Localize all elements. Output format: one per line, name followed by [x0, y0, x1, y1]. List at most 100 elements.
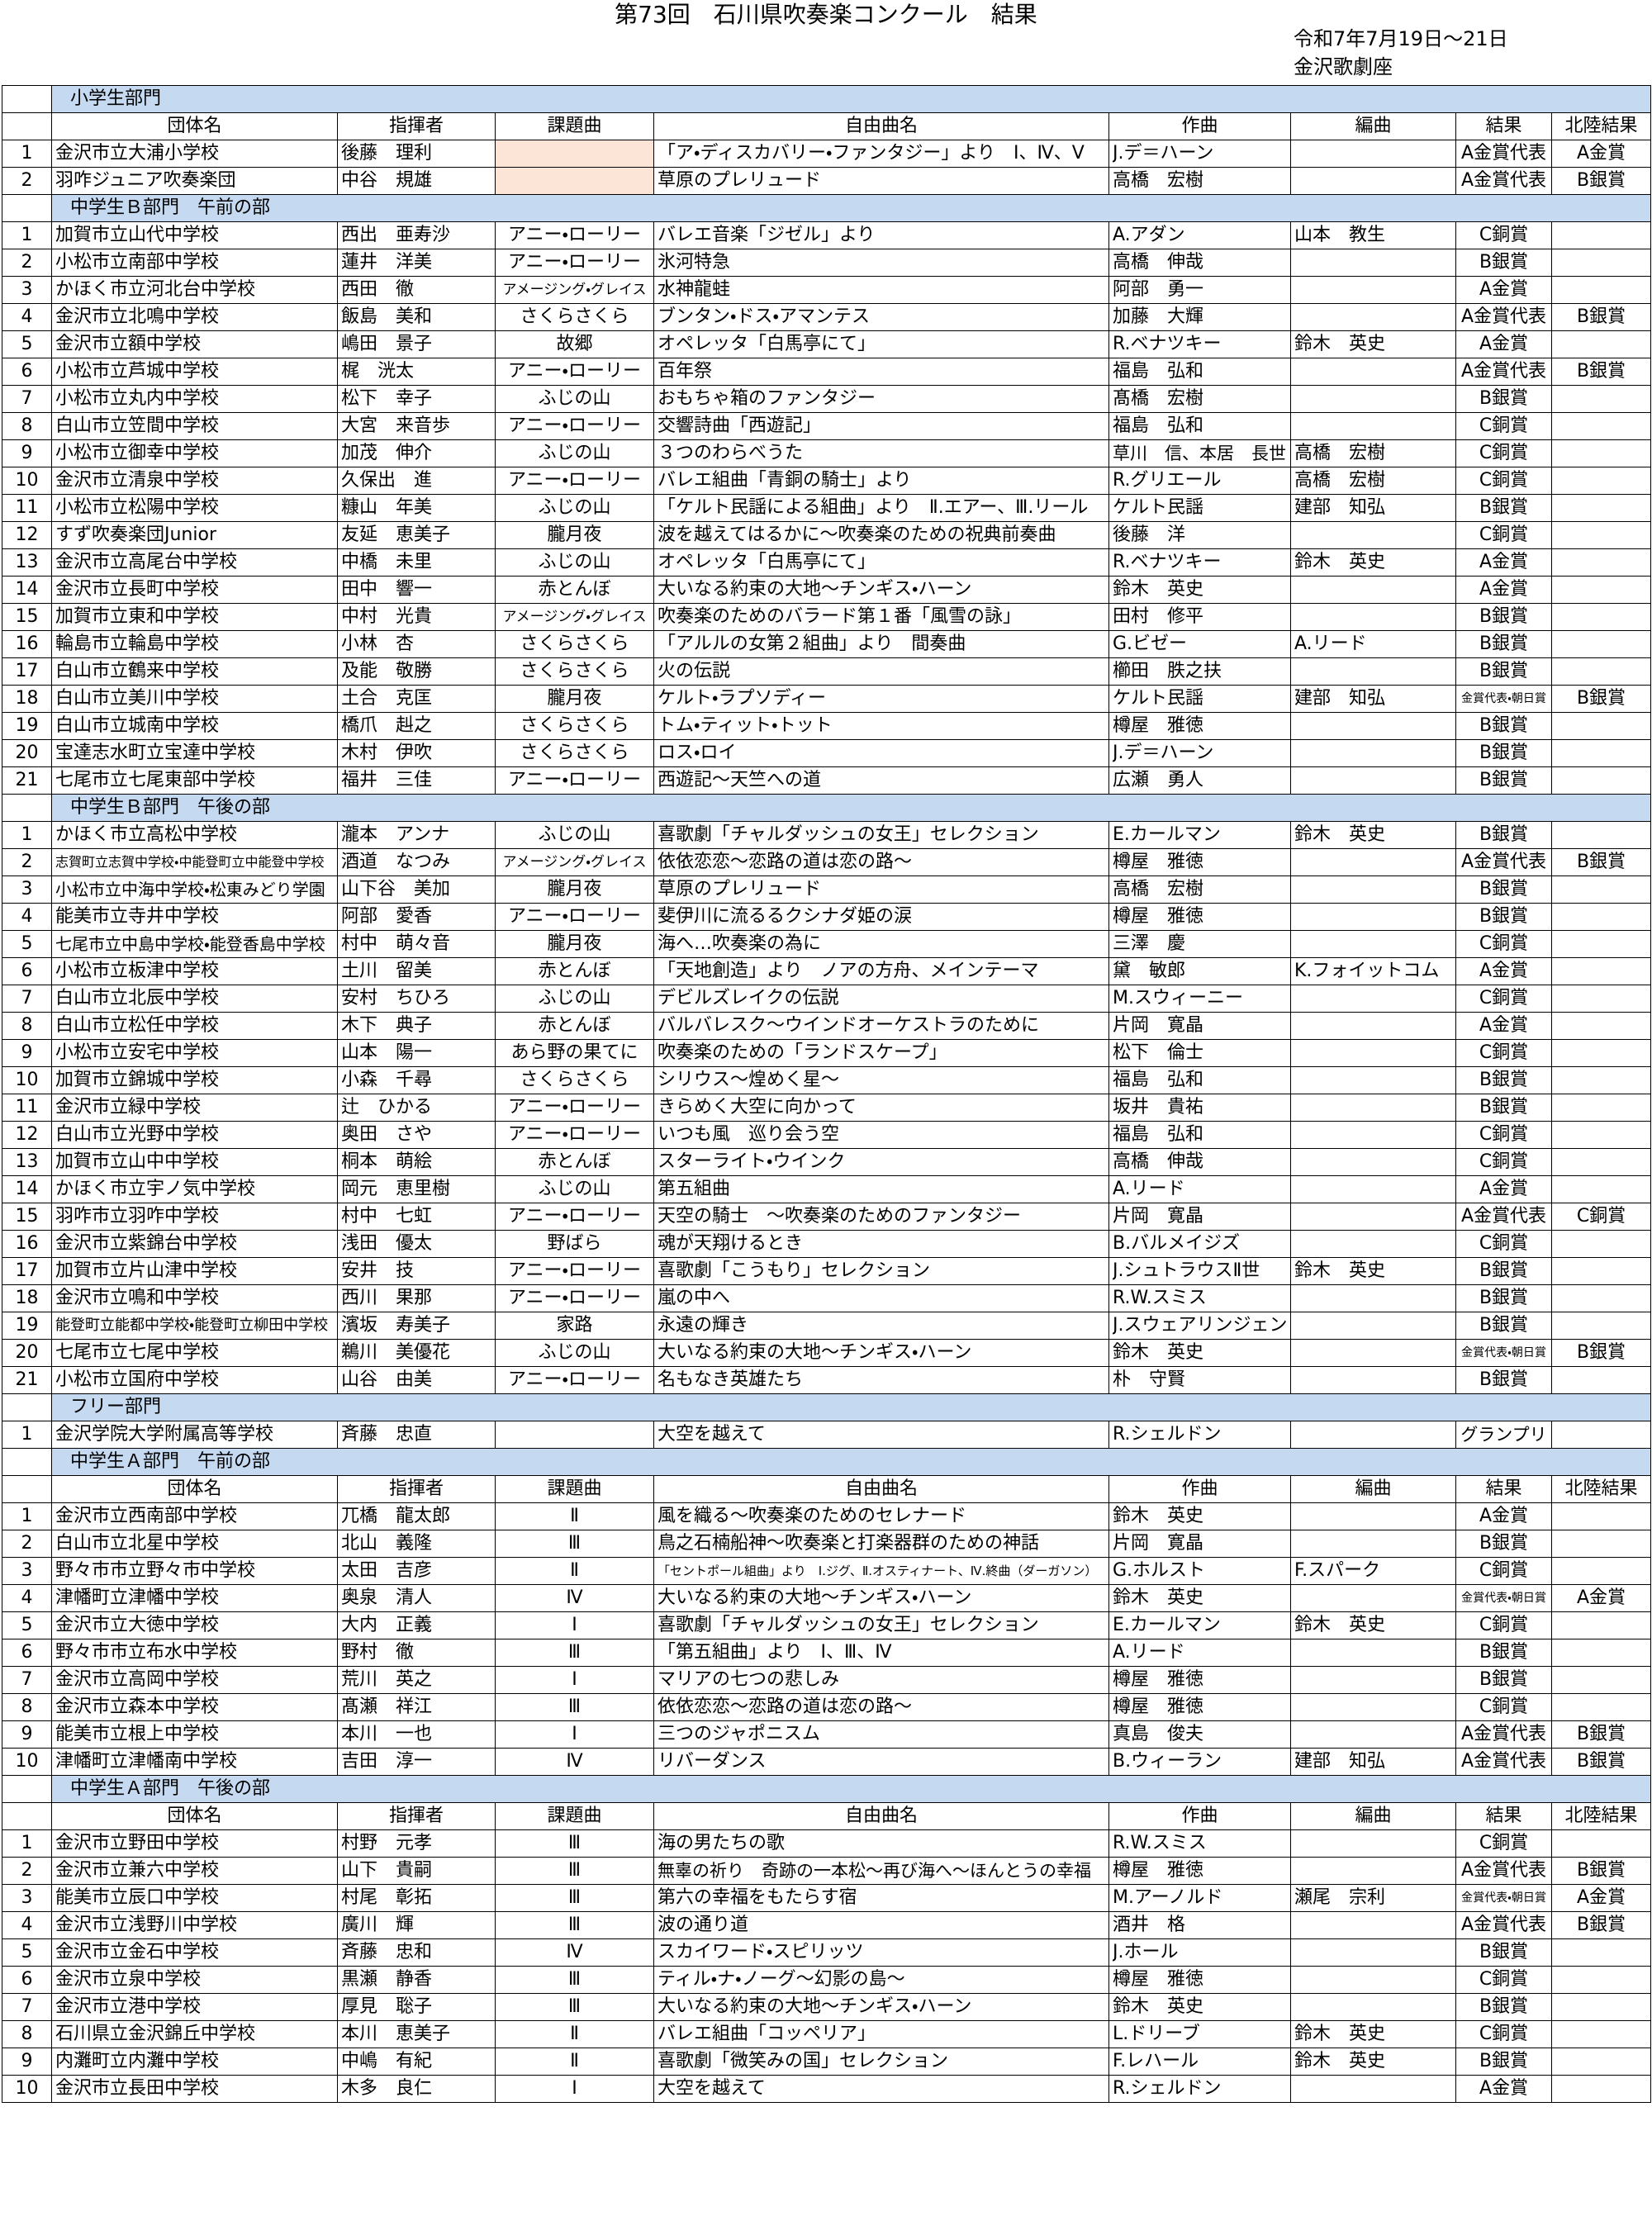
result: A金賞 [1455, 2075, 1552, 2103]
composer: R.グリエール [1108, 467, 1291, 495]
set-piece-text: 野ばら [547, 1233, 602, 1254]
row-number: 7 [2, 1666, 52, 1694]
arranger [1290, 1857, 1456, 1885]
data-row: 7 白山市立北辰中学校 安村 ちひろ ふじの山 デビルズレイクの伝説 M.スウィーニー C銅… [2, 985, 1652, 1013]
free-piece: 「ア・ディスカバリー・ファンタジー」より Ⅰ、Ⅳ、Ⅴ [653, 140, 1109, 168]
results-table: 小学生部門 団体名 指揮者 課題曲 自由曲名 作曲 編曲 結果 北陸結果 1 金沢市立大浦小学校 後藤… [2, 85, 1652, 2103]
composer-text: L.ドリーブ [1113, 2024, 1200, 2044]
column-header: 作曲 [1108, 1475, 1291, 1503]
set-piece-text: さくらさくら [520, 1070, 629, 1090]
group-name-text: 能美市立辰口中学校 [55, 1887, 220, 1908]
result: A金賞代表 [1455, 1203, 1552, 1231]
conductor: 大内 正義 [337, 1611, 496, 1639]
column-header: 課題曲 [495, 112, 654, 140]
conductor: 荒川 英之 [337, 1666, 496, 1694]
composer-text: 坂井 貴祐 [1113, 1097, 1204, 1117]
arranger-text: 鈴木 英史 [1294, 552, 1386, 572]
composer-text: 鈴木 英史 [1113, 1342, 1204, 1363]
conductor: 本川 一也 [337, 1720, 496, 1749]
group-name-text: 白山市立美川中学校 [55, 688, 220, 709]
set-piece: 赤とんぼ [495, 1012, 654, 1040]
row-number-text: 10 [15, 1070, 39, 1090]
group-name: 白山市立美川中学校 [51, 685, 338, 713]
group-name-text: すず吹奏楽団Junior [55, 524, 216, 545]
conductor: 大宮 来音歩 [337, 412, 496, 440]
arranger [1290, 712, 1456, 740]
column-header: 指揮者 [337, 1475, 496, 1503]
hokuriku-result [1550, 1094, 1652, 1122]
set-piece-text: Ⅲ [567, 1533, 582, 1554]
data-row: 5 金沢市立金石中学校 斉藤 忠和 Ⅳ スカイワード・スピリッツ J.ホール B銀賞 [2, 1938, 1652, 1967]
row-number: 3 [2, 276, 52, 304]
free-piece: バレエ音楽「ジゼル」より [653, 221, 1109, 249]
row-number: 10 [2, 1748, 52, 1776]
data-row: 2 志賀町立志賀中学校・中能登町立中能登中学校 酒道 なつみ アメージング・グレイス依… [2, 848, 1652, 876]
group-name-text: 白山市立松任中学校 [55, 1015, 220, 1036]
data-row: 16 金沢市立紫錦台中学校 浅田 優太 野ばら 魂が天翔けるとき B.バルメイジズ C銅賞 [2, 1230, 1652, 1258]
result: A金賞代表 [1455, 1748, 1552, 1776]
conductor-text: 中谷 規雄 [341, 170, 433, 191]
row-number-text: 8 [21, 1696, 33, 1717]
result-text: A金賞代表 [1460, 143, 1547, 164]
set-piece: アニー・ローリー [495, 1094, 654, 1122]
group-name: 能美市立辰口中学校 [51, 1884, 338, 1912]
column-header-text: 指揮者 [388, 1806, 444, 1826]
data-row: 2 金沢市立兼六中学校 山下 貴嗣 Ⅲ 無辜の祈り 奇跡の一本松～再び海へ～ほんとうの幸… [2, 1857, 1652, 1885]
data-row: 8 石川県立金沢錦丘中学校 本川 恵美子 Ⅱ バレエ組曲「コッペリア」 L.ドリーブ 鈴木 … [2, 2020, 1652, 2048]
composer-text: 福島 弘和 [1113, 415, 1204, 436]
conductor-text: 本川 一也 [341, 1724, 433, 1744]
column-header: 自由曲名 [653, 1802, 1109, 1830]
free-piece-text: 魂が天翔けるとき [657, 1233, 804, 1254]
free-piece: 依依恋恋～恋路の道は恋の路～ [653, 1693, 1109, 1721]
free-piece: リバーダンス [653, 1748, 1109, 1776]
blank-cell [2, 1393, 52, 1421]
group-name-text: 小松市立板津中学校 [55, 961, 220, 981]
arranger [1290, 903, 1456, 931]
result: C銅賞 [1455, 412, 1552, 440]
conductor-text: 及能 敬勝 [341, 661, 433, 681]
section-name-text: 中学生Ａ部門 午前の部 [70, 1451, 271, 1472]
conductor-text: 髙瀬 祥江 [341, 1696, 433, 1717]
row-number-text: 13 [15, 552, 39, 572]
group-name: 白山市立鶴来中学校 [51, 657, 338, 686]
composer: 片岡 寛晶 [1108, 1203, 1291, 1231]
free-piece: 大いなる約束の大地～チンギス・ハーン [653, 1339, 1109, 1367]
set-piece-text: アニー・ローリー [507, 470, 642, 491]
row-number-text: 9 [21, 1724, 33, 1744]
hokuriku-result [1550, 1993, 1652, 2021]
free-piece: デビルズレイクの伝説 [653, 985, 1109, 1013]
result: C銅賞 [1455, 1121, 1552, 1149]
data-row: 8 金沢市立森本中学校 髙瀬 祥江 Ⅲ 依依恋恋～恋路の道は恋の路～ 樽屋 雅徳 C銅賞 [2, 1693, 1652, 1721]
result-text: C銅賞 [1479, 1233, 1529, 1254]
column-header-text: 編曲 [1355, 116, 1392, 136]
group-name-text: 加賀市立山中中学校 [55, 1151, 220, 1172]
section-row: フリー部門 [2, 1393, 1652, 1421]
row-number-text: 4 [21, 306, 33, 327]
arranger [1290, 412, 1456, 440]
composer: A.リード [1108, 1639, 1291, 1667]
result: A金賞 [1455, 957, 1552, 985]
free-piece-text: いつも風 巡り会う空 [657, 1124, 840, 1145]
conductor: 西田 徹 [337, 276, 496, 304]
set-piece-text: 朧月夜 [547, 879, 602, 899]
row-number: 5 [2, 930, 52, 958]
group-name: 加賀市立山代中学校 [51, 221, 338, 249]
conductor-text: 大宮 来音歩 [341, 415, 451, 436]
hokuriku-result [1550, 2020, 1652, 2048]
set-piece: アニー・ローリー [495, 221, 654, 249]
set-piece-text: アニー・ローリー [507, 225, 642, 245]
set-piece: Ⅳ [495, 1584, 654, 1612]
conductor: 吉田 淳一 [337, 1748, 496, 1776]
conductor: 本川 恵美子 [337, 2020, 496, 2048]
row-number: 21 [2, 766, 52, 795]
set-piece-text: アメージング・グレイス [502, 854, 647, 871]
arranger-text: 建部 知弘 [1294, 497, 1386, 518]
group-name-text: 金沢市立港中学校 [55, 1996, 202, 2017]
free-piece-text: 火の伝説 [657, 661, 731, 681]
free-piece: オペレッタ「白馬亭にて」 [653, 548, 1109, 577]
row-number-text: 1 [21, 824, 33, 845]
conductor: 中谷 規雄 [337, 167, 496, 195]
free-piece-text: シリウス～煌めく星～ [657, 1070, 840, 1090]
column-header: 作曲 [1108, 1802, 1291, 1830]
